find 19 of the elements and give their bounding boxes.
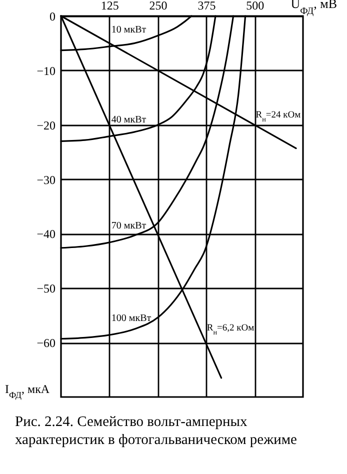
text: Рис. 2.24. Семейство вольт-амперных характеристик в фотогальваническом режиме: [15, 414, 297, 448]
y-axis-title: I$_{ФД}$, мкА: [5, 382, 50, 400]
y-tick-label: −50: [36, 282, 56, 296]
series-label: 100 мкВт: [111, 312, 152, 324]
series-label: 70 мкВт: [111, 220, 147, 232]
y-tick-label: −10: [36, 64, 56, 78]
y-tick-label: 0: [50, 10, 56, 24]
x-tick-label: 375: [198, 0, 216, 12]
series-label: 40 мкВт: [111, 114, 147, 126]
series-label: R$_{н}$=24 кОм: [256, 110, 301, 124]
y-tick-label: −40: [36, 227, 56, 242]
y-tick-label: −30: [36, 172, 56, 187]
series-label: 10 мкВт: [111, 24, 147, 36]
x-tick-label: 125: [100, 0, 119, 12]
y-tick-label: −20: [36, 118, 56, 132]
x-tick-label: 250: [149, 0, 168, 12]
y-tick-label: −60: [36, 336, 56, 350]
series-label: R$_{н}$=6,2 кОм: [206, 323, 254, 336]
x-tick-label: 500: [246, 0, 264, 12]
